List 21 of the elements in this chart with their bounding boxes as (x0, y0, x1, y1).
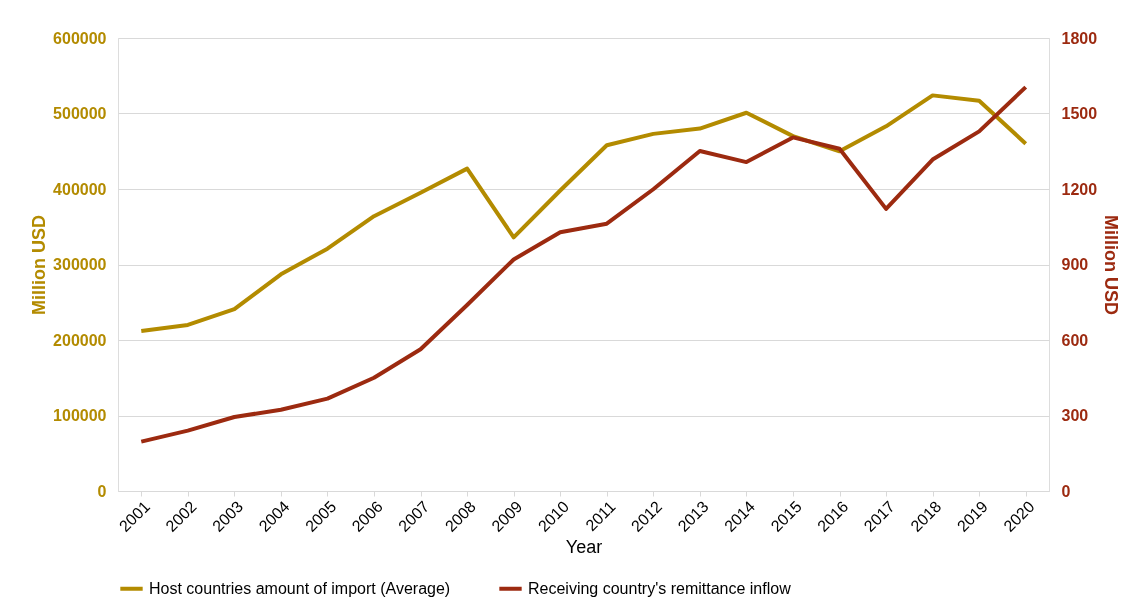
y2-tick-label: 1500 (1061, 105, 1098, 122)
y2-tick-label: 900 (1061, 256, 1089, 273)
line-series (139, 93, 1028, 333)
y-tick-label: 400000 (53, 180, 107, 198)
legend-label: Receiving country's remittance inflow (528, 579, 792, 597)
y2-tick-label: 300 (1061, 407, 1089, 424)
x-axis-title: Year (565, 536, 603, 557)
y-tick-label: 0 (97, 482, 107, 500)
y2-tick-label: 1200 (1061, 180, 1098, 198)
y-tick-label: 500000 (53, 105, 107, 122)
y2-tick-label: 600 (1061, 331, 1089, 349)
y-tick-label: 200000 (53, 331, 107, 349)
y-tick-label: 600000 (53, 29, 107, 47)
line-series (139, 85, 1028, 444)
y-axis-title: Million USD (29, 215, 50, 315)
y-tick-label: 100000 (53, 407, 107, 424)
y2-tick-label: 0 (1061, 482, 1071, 500)
y-tick-label: 300000 (53, 256, 107, 273)
y2-axis-title: Million USD (1101, 215, 1122, 315)
y2-tick-label: 1800 (1061, 29, 1098, 47)
legend-label: Host countries amount of import (Average) (149, 579, 451, 597)
